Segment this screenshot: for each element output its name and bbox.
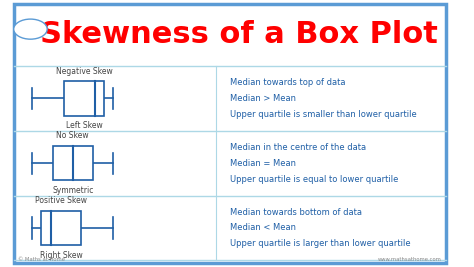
Text: MATHS: MATHS (22, 23, 39, 27)
Text: © Maths at Home: © Maths at Home (18, 257, 65, 262)
Text: home: home (24, 29, 36, 33)
Text: Skewness of a Box Plot: Skewness of a Box Plot (39, 20, 438, 49)
Text: Right Skew: Right Skew (40, 251, 83, 260)
Bar (53, 146, 92, 180)
Text: Upper quartile is equal to lower quartile: Upper quartile is equal to lower quartil… (229, 175, 398, 184)
Bar (42, 211, 81, 245)
Text: www.mathsathome.com: www.mathsathome.com (377, 257, 441, 262)
Text: Median in the centre of the data: Median in the centre of the data (229, 143, 366, 152)
Text: Positive Skew: Positive Skew (36, 196, 87, 205)
Text: Upper quartile is smaller than lower quartile: Upper quartile is smaller than lower qua… (229, 110, 416, 119)
Circle shape (14, 19, 47, 39)
Text: Upper quartile is larger than lower quartile: Upper quartile is larger than lower quar… (229, 239, 410, 248)
Text: Negative Skew: Negative Skew (56, 66, 112, 76)
Text: Median towards top of data: Median towards top of data (229, 78, 345, 87)
Text: Median towards bottom of data: Median towards bottom of data (229, 208, 362, 217)
FancyBboxPatch shape (14, 4, 446, 263)
Text: Median > Mean: Median > Mean (229, 94, 296, 103)
Text: Median < Mean: Median < Mean (229, 223, 296, 233)
Text: Symmetric: Symmetric (52, 186, 93, 195)
Bar (64, 81, 104, 116)
Text: Left Skew: Left Skew (66, 121, 102, 131)
Text: Median = Mean: Median = Mean (229, 159, 296, 168)
Text: No Skew: No Skew (56, 131, 89, 140)
